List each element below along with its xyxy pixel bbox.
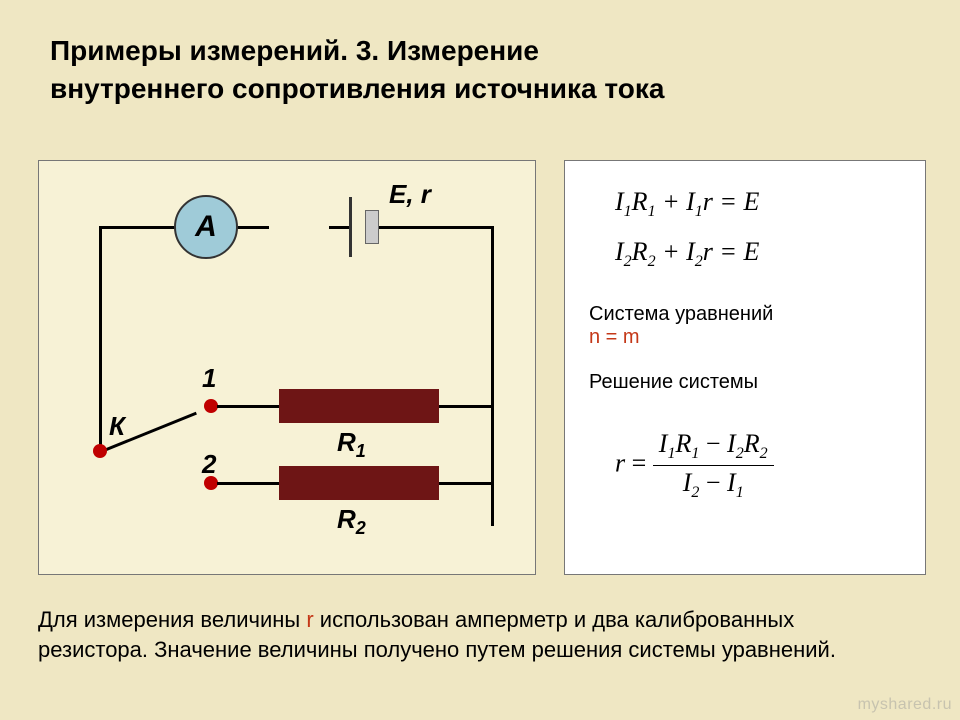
- title-line2: внутреннего сопротивления источника тока: [50, 73, 664, 104]
- r2-label: R2: [337, 504, 366, 539]
- wire: [99, 226, 102, 451]
- resistor-r1: [279, 389, 439, 423]
- equation-2: I2R2 + I2r = E: [615, 237, 759, 271]
- switch-label: К: [109, 411, 125, 442]
- page-title: Примеры измерений. 3. Измерение внутренн…: [50, 32, 664, 108]
- pos1-label: 1: [202, 363, 216, 394]
- r1-label: R1: [337, 427, 366, 462]
- solution-equation: r = I1R1 − I2R2I2 − I1: [615, 429, 774, 502]
- switch-pivot-node: [93, 444, 107, 458]
- footer-text: Для измерения величины r использован амп…: [38, 605, 930, 664]
- switch-pos1-node: [204, 399, 218, 413]
- watermark: myshared.ru: [858, 696, 952, 714]
- battery-short-plate: [365, 210, 379, 244]
- wire: [491, 226, 494, 526]
- footer-r: r: [306, 607, 313, 632]
- ammeter: А: [174, 195, 238, 259]
- pos2-label: 2: [202, 449, 216, 480]
- emf-label: E, r: [389, 179, 431, 210]
- wire: [217, 405, 279, 408]
- note-solution: Решение системы: [589, 371, 758, 394]
- note-system: Система уравнений n = m: [589, 303, 773, 349]
- circuit-panel: А E, r К 1 2 R1 R2: [38, 160, 536, 575]
- wire: [439, 405, 494, 408]
- equation-1: I1R1 + I1r = E: [615, 187, 759, 221]
- ammeter-label: А: [195, 210, 217, 244]
- note-nm: n = m: [589, 326, 640, 348]
- wire: [491, 405, 494, 408]
- solution-fraction: I1R1 − I2R2I2 − I1: [653, 429, 774, 502]
- wire: [491, 482, 494, 526]
- battery-long-plate: [349, 197, 352, 257]
- wire: [379, 226, 494, 229]
- resistor-r2: [279, 466, 439, 500]
- equation-panel: I1R1 + I1r = E I2R2 + I2r = E Система ур…: [564, 160, 926, 575]
- wire: [439, 482, 494, 485]
- title-line1: Примеры измерений. 3. Измерение: [50, 35, 539, 66]
- wire: [217, 482, 279, 485]
- wire: [329, 226, 349, 229]
